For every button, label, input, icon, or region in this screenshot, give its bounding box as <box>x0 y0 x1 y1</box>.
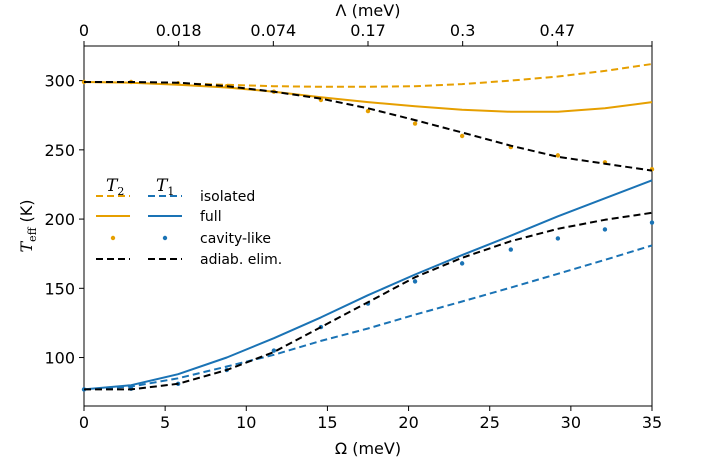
legend-label-full: full <box>200 209 222 225</box>
series-adiab-dashed-7-line <box>84 211 653 391</box>
top-tick-label: 0.018 <box>156 21 202 40</box>
legend-swatch-t2-cavity-like <box>110 235 116 241</box>
x-tick-label: 20 <box>398 413 418 432</box>
series-t2-dots-2-point <box>555 153 561 158</box>
legend-label-adiab-elim: adiab. elim. <box>200 252 282 268</box>
legend: T2 T1 isolated full cavity-like adiab. e… <box>96 176 282 268</box>
legend-col-header-t1: T1 <box>156 176 174 198</box>
series-t1-dashed-3-line <box>83 244 653 391</box>
top-tick-label: 0 <box>79 21 89 40</box>
top-axis-title: Λ (meV) <box>336 1 401 20</box>
top-axis-ticks: 0 0.018 0.074 0.17 0.3 0.47 <box>79 21 653 46</box>
x-tick-label: 10 <box>236 413 256 432</box>
series-t1-dots-5-point <box>555 236 561 241</box>
svg-text:Teff(K): Teff (K) <box>17 200 39 253</box>
series-group <box>81 63 655 392</box>
series-t1-dots-5-point <box>459 261 465 266</box>
series-t1-dots-5-point <box>271 348 277 353</box>
series-t1-solid-4-line <box>83 179 653 391</box>
x-tick-label: 25 <box>480 413 500 432</box>
legend-col-header-t2: T2 <box>106 176 124 198</box>
legend-swatch-t1-cavity-like <box>162 235 168 241</box>
series-t2-dots-2-point <box>459 133 465 139</box>
x-tick-label: 35 <box>642 413 662 432</box>
y-tick-label: 100 <box>44 349 75 368</box>
series-t2-dashed-0-line <box>83 63 653 88</box>
y-tick-label: 250 <box>44 141 75 160</box>
y-axis-title-subscript: eff <box>26 226 39 242</box>
top-tick-label: 0.074 <box>250 21 296 40</box>
legend-label-isolated: isolated <box>200 189 255 205</box>
x-tick-label: 0 <box>79 413 89 432</box>
legend-label-cavity-like: cavity-like <box>200 231 271 247</box>
series-adiab-dashed-6-line <box>84 81 653 172</box>
top-tick-label: 0.47 <box>540 21 576 40</box>
y-tick-label: 150 <box>44 279 75 298</box>
series-t1-dots-5-point <box>508 247 514 252</box>
y-axis-ticks: 100 150 200 250 300 <box>44 72 84 368</box>
series-t1-dots-5-point <box>602 227 608 232</box>
y-axis-title-unit: (K) <box>17 200 36 223</box>
x-axis-title: Ω (meV) <box>335 439 401 458</box>
series-t1-dots-5-point <box>412 279 418 284</box>
series-t2-dots-2-point <box>412 121 418 126</box>
x-tick-label: 15 <box>317 413 337 432</box>
x-tick-label: 30 <box>561 413 581 432</box>
x-axis-ticks: 0 5 10 15 20 25 30 35 <box>79 406 662 432</box>
x-tick-label: 5 <box>160 413 170 432</box>
y-axis-title: Teff (K) <box>17 200 39 253</box>
y-axis-title-symbol: T <box>17 240 36 252</box>
series-t2-dots-2-point <box>365 108 371 114</box>
top-tick-label: 0.17 <box>350 21 386 40</box>
top-tick-label: 0.3 <box>450 21 475 40</box>
y-tick-label: 200 <box>44 210 75 229</box>
series-t2-solid-1-line <box>83 81 653 113</box>
series-t1-dots-5-point <box>649 220 655 225</box>
plot-frame <box>83 45 653 407</box>
y-tick-label: 300 <box>44 72 75 91</box>
